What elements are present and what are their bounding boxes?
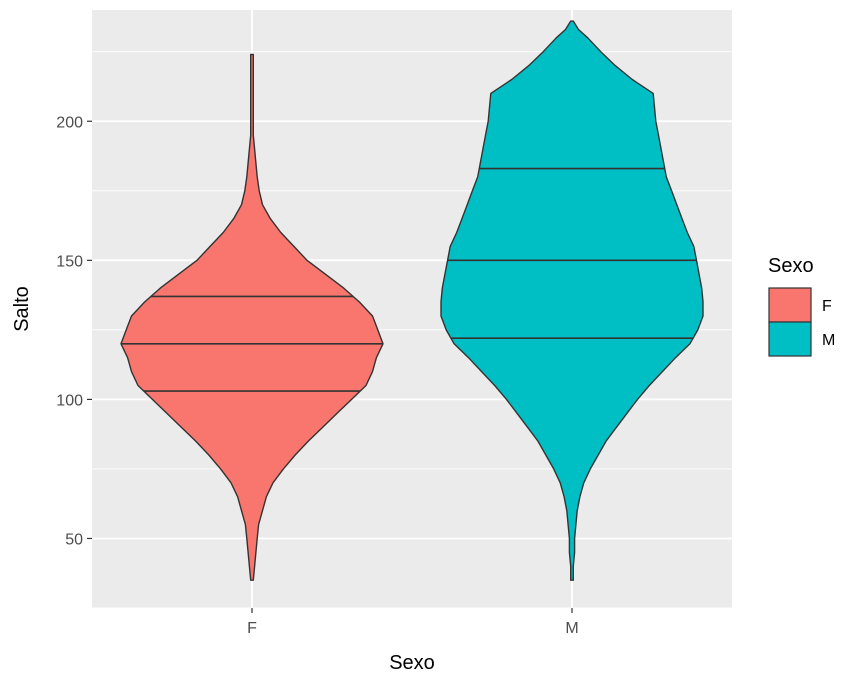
y-tick-label: 100 <box>56 392 83 409</box>
violin-F <box>120 53 384 581</box>
y-tick-label: 200 <box>56 114 83 131</box>
y-axis-ticks: 50 100 150 200 <box>56 114 92 548</box>
y-tick-label: 50 <box>65 531 83 548</box>
y-tick-label: 150 <box>56 253 83 270</box>
legend-label-F: F <box>822 298 832 315</box>
legend-key-F <box>768 287 812 323</box>
legend-title: Sexo <box>768 255 814 277</box>
violin-M <box>440 20 704 581</box>
legend-label-M: M <box>822 332 835 349</box>
x-tick-label: M <box>565 620 578 637</box>
legend-entries: FM <box>768 287 835 357</box>
legend: Sexo FM <box>768 255 835 357</box>
legend-key-M <box>768 321 812 357</box>
x-axis-title: Sexo <box>389 652 435 674</box>
x-tick-label: F <box>247 620 257 637</box>
y-axis-title: Salto <box>11 286 33 332</box>
violins <box>120 20 704 581</box>
